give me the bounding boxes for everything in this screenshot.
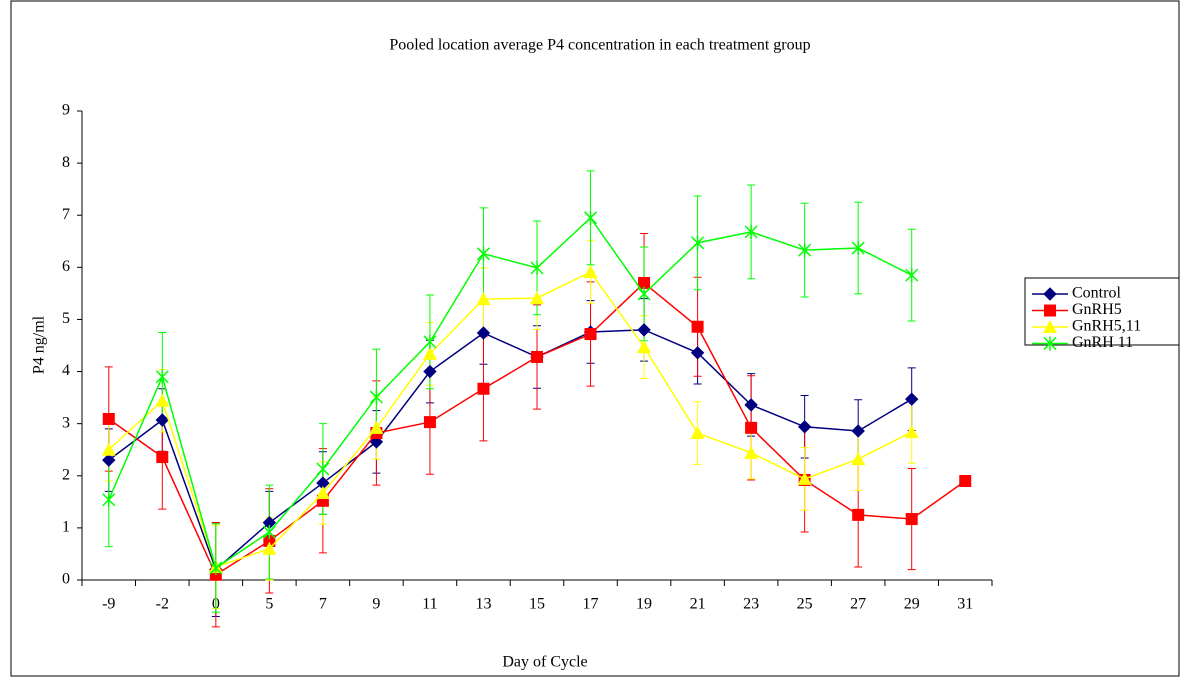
data-point [851, 452, 866, 466]
data-point [316, 462, 330, 477]
x-tick-label: 5 [265, 596, 273, 613]
data-point [905, 268, 919, 283]
series-line [108, 329, 913, 571]
legend-marker [1043, 287, 1057, 301]
data-point [155, 393, 170, 407]
data-point [423, 334, 437, 349]
x-axis-title: Day of Cycle [502, 654, 587, 671]
data-point [959, 474, 972, 487]
data-point [423, 364, 437, 379]
legend-marker [1043, 336, 1057, 351]
x-tick-label: 13 [475, 596, 491, 613]
data-point [905, 513, 918, 526]
y-tick-label: 3 [62, 414, 70, 431]
x-tick-label: 29 [904, 596, 920, 613]
x-tick-label: 7 [319, 596, 327, 613]
data-point [263, 534, 276, 547]
data-point [369, 420, 384, 434]
data-point [476, 326, 491, 340]
x-tick-label: 17 [583, 596, 599, 613]
series-line [108, 216, 913, 570]
data-point [744, 445, 759, 459]
data-point [156, 451, 169, 464]
legend-label: GnRH5,11 [1072, 318, 1141, 335]
data-point [904, 392, 919, 406]
legend-marker [1043, 320, 1057, 333]
data-point [744, 224, 758, 239]
y-tick-label: 7 [62, 206, 70, 223]
data-point [422, 346, 437, 360]
x-tick-label: 21 [690, 596, 706, 613]
x-tick-label: 11 [422, 596, 437, 613]
data-point [102, 492, 116, 507]
data-point [583, 265, 598, 279]
data-point [155, 369, 169, 384]
data-point [797, 420, 812, 434]
data-point [584, 328, 597, 341]
data-point [583, 210, 598, 225]
data-point [691, 320, 704, 333]
y-tick-label: 8 [62, 154, 70, 171]
data-point [476, 292, 491, 306]
data-point [744, 398, 758, 412]
data-point [852, 508, 865, 521]
data-point [637, 323, 651, 337]
x-tick-label: 27 [850, 596, 866, 613]
y-tick-label: 2 [62, 466, 70, 483]
legend-label: GnRH5 [1072, 301, 1122, 318]
data-point [691, 235, 705, 250]
data-point [745, 421, 758, 434]
data-point [477, 382, 490, 395]
y-tick-label: 9 [62, 102, 70, 119]
data-point [637, 286, 651, 301]
data-point [797, 471, 812, 485]
data-point [798, 243, 812, 258]
data-point [262, 525, 276, 540]
y-tick-label: 0 [62, 571, 70, 588]
series-line [108, 271, 913, 568]
data-point [476, 246, 491, 261]
y-tick-label: 1 [62, 519, 70, 536]
y-tick-label: 5 [62, 310, 70, 327]
y-tick-label: 6 [62, 258, 70, 275]
data-point [530, 260, 544, 275]
x-tick-label: -2 [156, 596, 169, 613]
data-point [690, 426, 705, 440]
x-tick-label: 15 [529, 596, 545, 613]
data-point [315, 485, 330, 499]
data-point [851, 241, 865, 256]
x-tick-label: 9 [372, 596, 380, 613]
x-tick-label: 25 [797, 596, 813, 613]
data-point [369, 390, 383, 405]
data-point [262, 541, 277, 555]
legend-marker [1044, 304, 1056, 317]
data-point [637, 340, 652, 354]
data-point [102, 412, 115, 425]
data-point [690, 346, 705, 360]
legend-label: Control [1072, 285, 1121, 302]
chart-title: Pooled location average P4 concentration… [389, 37, 810, 54]
x-tick-label: 23 [743, 596, 759, 613]
data-point [101, 442, 116, 456]
data-point [423, 416, 436, 429]
data-point [209, 561, 223, 576]
y-axis-title: P4 ng/ml [31, 315, 48, 374]
x-tick-label: 31 [957, 596, 973, 613]
x-tick-label: -9 [102, 596, 115, 613]
data-point [638, 276, 651, 289]
legend-label: GnRH 11 [1072, 334, 1133, 351]
y-tick-label: 4 [62, 362, 70, 379]
data-point [904, 425, 919, 439]
data-point [155, 413, 170, 427]
data-point [851, 424, 865, 438]
x-tick-label: 19 [636, 596, 652, 613]
data-point [102, 453, 116, 467]
data-point [531, 350, 543, 363]
data-point [530, 291, 544, 305]
